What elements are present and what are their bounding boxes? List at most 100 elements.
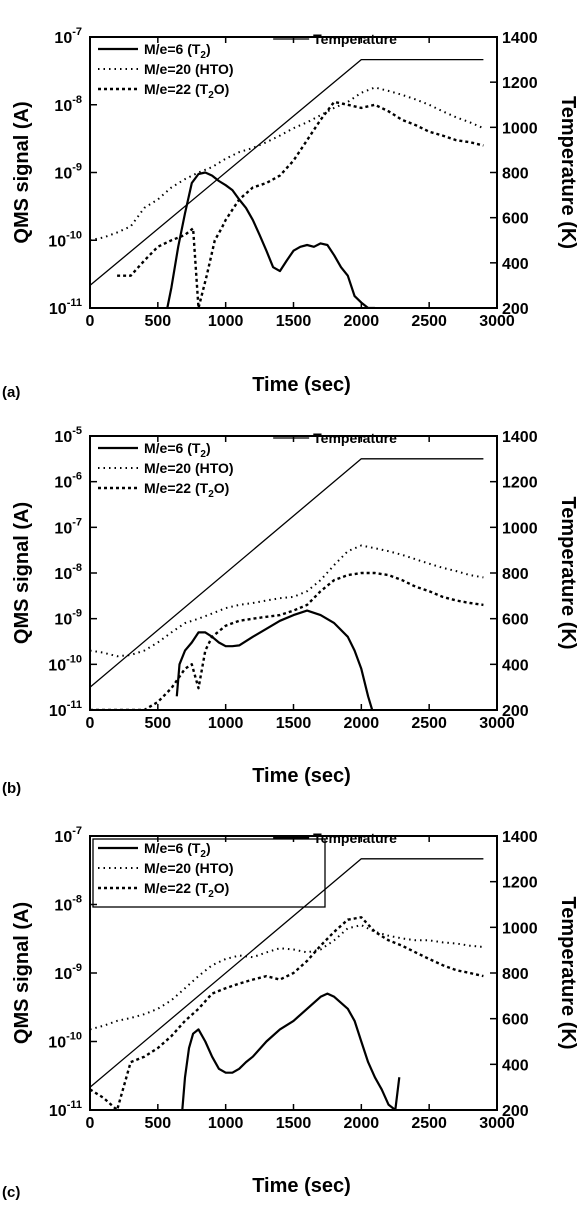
x-tick-label: 0 (86, 1115, 95, 1132)
y-tick-base: 10 (48, 233, 66, 250)
y-tick-exponent: -7 (72, 825, 82, 837)
series-me6-t2 (175, 609, 374, 710)
temperature-line (90, 58, 484, 286)
y-axis-title: QMS signal (A) (11, 101, 33, 243)
x-tick-label: 2000 (344, 715, 380, 732)
x-tick-label: 1500 (276, 1115, 312, 1132)
x-tick-label: 0 (86, 715, 95, 732)
legend-entry-text: M/e=22 (T (144, 480, 209, 496)
y-tick-exponent: -11 (67, 297, 82, 309)
y-tick-exponent: -9 (72, 162, 82, 174)
x-tick-label: 1000 (208, 715, 244, 732)
legend-box (92, 838, 326, 908)
y-tick-base: 10 (48, 657, 66, 674)
y2-tick-label: 1400 (502, 829, 538, 846)
y-tick-base: 10 (54, 98, 72, 115)
legend-temperature-label: Temperature (313, 31, 397, 47)
temperature-line (90, 458, 484, 688)
x-tick-label: 3000 (479, 1115, 515, 1132)
legend-entry: M/e=20 (HTO) (144, 860, 234, 876)
x-axis-title: Time (sec) (252, 765, 351, 787)
y-tick-base: 10 (48, 1035, 66, 1052)
y-tick-label: 10-10 (48, 653, 82, 674)
y-tick-base: 10 (49, 1103, 67, 1120)
y-tick-label: 10-7 (54, 516, 82, 537)
y2-tick-label: 200 (502, 301, 529, 318)
y-tick-label: 10-8 (54, 562, 82, 583)
legend-entry-subscript: 2 (208, 489, 214, 500)
y-axis-title: QMS signal (A) (11, 902, 33, 1044)
legend-entry-subscript: 2 (208, 889, 214, 900)
x-tick-label: 500 (144, 715, 171, 732)
y-tick-base: 10 (54, 30, 72, 47)
legend-entry-suffix: O) (214, 480, 230, 496)
legend-entry: M/e=6 (T2) (144, 41, 211, 61)
y2-tick-label: 400 (502, 1057, 529, 1074)
x-tick-label: 1000 (208, 1115, 244, 1132)
series-me22-t2o (90, 916, 484, 1110)
y-tick-exponent: -10 (66, 1031, 82, 1043)
y-tick-base: 10 (54, 566, 72, 583)
series-me6-t2 (166, 171, 375, 308)
y-axis-title: QMS signal (A) (11, 502, 33, 644)
x-axis-title: Time (sec) (252, 1175, 351, 1197)
y-tick-base: 10 (54, 612, 72, 629)
x-axis-title: Time (sec) (252, 374, 351, 396)
y-tick-base: 10 (54, 166, 72, 183)
y-tick-base: 10 (54, 898, 72, 915)
y-tick-label: 10-9 (54, 608, 82, 629)
x-tick-label: 3000 (479, 715, 515, 732)
y-tick-base: 10 (49, 703, 67, 720)
x-tick-label: 2500 (411, 1115, 447, 1132)
series-me20-hto (90, 544, 484, 658)
y-tick-exponent: -8 (72, 894, 82, 906)
y-tick-label: 10-10 (48, 229, 82, 250)
y2-tick-label: 200 (502, 703, 529, 720)
x-tick-label: 1000 (208, 313, 244, 330)
legend-entry-text: M/e=22 (T (144, 880, 209, 896)
y2-tick-label: 1200 (502, 75, 538, 92)
panel-label: (b) (2, 780, 21, 797)
series-me6-t2 (181, 992, 401, 1110)
y2-tick-label: 800 (502, 966, 529, 983)
legend-temperature-label: Temperature (313, 430, 397, 446)
x-tick-label: 3000 (479, 313, 515, 330)
y-tick-exponent: -9 (72, 608, 82, 620)
legend-entry-text: M/e=20 (HTO) (144, 61, 234, 77)
x-tick-label: 1500 (276, 715, 312, 732)
legend-entry: M/e=22 (T2O) (144, 480, 229, 500)
series-me20-hto (90, 86, 484, 242)
y2-tick-label: 800 (502, 166, 529, 183)
y2-tick-label: 600 (502, 612, 529, 629)
panel-label: (a) (2, 384, 20, 401)
chart-panel-c: 0 500 1000 1500 2000 2500 300010-1110-1010-910… (2, 825, 579, 1201)
y-tick-label: 10-10 (48, 1031, 82, 1052)
legend-entry-suffix: ) (206, 41, 211, 57)
y-tick-exponent: -8 (72, 562, 82, 574)
y2-tick-label: 600 (502, 211, 529, 228)
y-tick-exponent: -8 (72, 94, 82, 106)
series-me22-t2o (90, 571, 484, 710)
y-tick-exponent: -6 (72, 471, 82, 483)
chart-panel-b: 0 500 1000 1500 2000 2500 300010-1110-1010-910… (2, 425, 579, 797)
y2-axis-title: Temperature (K) (557, 897, 579, 1050)
legend-entry-text: M/e=20 (HTO) (144, 460, 234, 476)
y2-tick-label: 1000 (502, 520, 538, 537)
legend-entry-text: M/e=20 (HTO) (144, 860, 234, 876)
legend-temperature-label: Temperature (313, 830, 397, 846)
legend-entry-suffix: O) (214, 81, 230, 97)
y-tick-base: 10 (54, 429, 72, 446)
temperature-line (90, 858, 484, 1088)
legend-entry: M/e=20 (HTO) (144, 61, 234, 77)
legend-entry: M/e=6 (T2) (144, 840, 211, 860)
legend-entry-subscript: 2 (200, 50, 206, 61)
y-tick-base: 10 (54, 829, 72, 846)
y-tick-exponent: -7 (72, 516, 82, 528)
y-tick-label: 10-6 (54, 471, 82, 492)
x-tick-label: 500 (144, 313, 171, 330)
y2-tick-label: 1400 (502, 30, 538, 47)
legend-entry-suffix: ) (206, 440, 211, 456)
y-tick-label: 10-7 (54, 26, 82, 47)
x-tick-label: 0 (86, 313, 95, 330)
